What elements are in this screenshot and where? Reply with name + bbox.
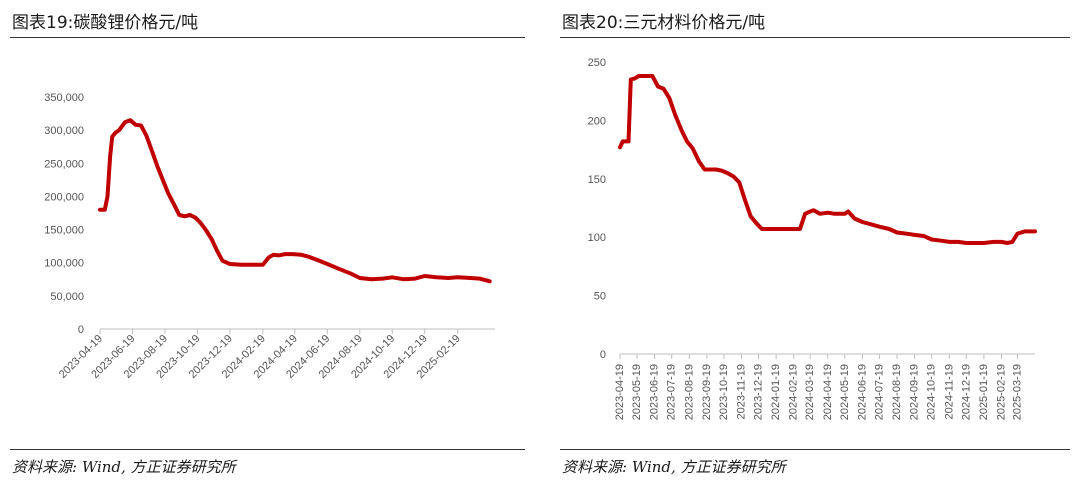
x-tick-label: 2025-01-19 bbox=[978, 364, 990, 420]
price-series-line bbox=[618, 74, 1037, 245]
x-tick-label: 2024-01-19 bbox=[770, 364, 782, 420]
y-tick-label: 100,000 bbox=[44, 258, 84, 270]
y-tick-label: 100 bbox=[588, 232, 606, 244]
x-tick-label: 2024-07-19 bbox=[873, 364, 885, 420]
x-tick-label: 2025-02-19 bbox=[996, 364, 1008, 420]
source-note: 资料来源: Wind, 方正证券研究所 bbox=[562, 458, 786, 476]
x-tick-label: 2024-06-19 bbox=[856, 364, 868, 420]
x-tick-label: 2023-04-19 bbox=[614, 364, 626, 420]
chart-title: 图表19:碳酸锂价格元/吨 bbox=[12, 13, 199, 33]
y-tick-label: 150,000 bbox=[44, 225, 84, 237]
y-tick-label: 250 bbox=[588, 57, 606, 69]
x-tick-label: 2023-09-19 bbox=[701, 364, 713, 420]
y-tick-label: 0 bbox=[600, 349, 606, 361]
left-chart-panel: 图表19:碳酸锂价格元/吨 0 50,000 100,000 150,000 200,0… bbox=[0, 0, 535, 488]
x-tick-label: 2023-10-19 bbox=[718, 364, 730, 420]
x-tick-label: 2023-05-19 bbox=[631, 364, 643, 420]
x-tick-label: 2024-02-19 bbox=[788, 364, 800, 420]
x-tick-label: 2024-03-19 bbox=[804, 364, 816, 420]
x-tick-label: 2023-12-19 bbox=[753, 364, 765, 420]
y-tick-label: 350,000 bbox=[44, 92, 84, 104]
x-tick-label: 2023-08-19 bbox=[683, 364, 695, 420]
y-tick-label: 200,000 bbox=[44, 191, 84, 203]
x-tick-label: 2023-07-19 bbox=[666, 364, 678, 420]
x-tick-label: 2024-11-19 bbox=[943, 364, 955, 419]
lithium-carbonate-price-chart: 0 50,000 100,000 150,000 200,000 250,000 300,0… bbox=[44, 92, 495, 381]
right-chart-panel: 图表20:三元材料价格元/吨 0 50 100 150 200 250 2023-04-19… bbox=[550, 0, 1080, 488]
x-tick-label: 2024-08-19 bbox=[891, 364, 903, 420]
source-rule bbox=[560, 449, 1070, 450]
x-tick-label: 2025-03-19 bbox=[1011, 364, 1023, 420]
x-tick-label: 2023-11-19 bbox=[735, 364, 747, 419]
y-tick-label: 0 bbox=[78, 324, 84, 336]
ternary-material-price-chart: 0 50 100 150 200 250 2023-04-19 2023-05-19 2023-… bbox=[588, 57, 1037, 420]
title-rule bbox=[10, 37, 525, 38]
y-tick-label: 200 bbox=[588, 115, 606, 127]
source-note: 资料来源: Wind, 方正证券研究所 bbox=[12, 458, 236, 476]
chart-title: 图表20:三元材料价格元/吨 bbox=[562, 13, 766, 33]
y-tick-label: 150 bbox=[588, 174, 606, 186]
x-tick-label: 2023-06-19 bbox=[649, 364, 661, 420]
x-tick-label: 2024-09-19 bbox=[909, 364, 921, 420]
y-tick-label: 50,000 bbox=[50, 291, 84, 303]
y-tick-label: 250,000 bbox=[44, 158, 84, 170]
title-rule bbox=[560, 37, 1070, 38]
x-tick-label: 2024-04-19 bbox=[822, 364, 834, 420]
source-rule bbox=[10, 449, 525, 450]
y-tick-label: 50 bbox=[594, 291, 606, 303]
x-tick-label: 2024-12-19 bbox=[960, 364, 972, 420]
y-tick-label: 300,000 bbox=[44, 125, 84, 137]
x-tick-label: 2024-05-19 bbox=[839, 364, 851, 420]
price-series-line bbox=[98, 118, 492, 284]
x-tick-label: 2024-10-19 bbox=[926, 364, 938, 420]
